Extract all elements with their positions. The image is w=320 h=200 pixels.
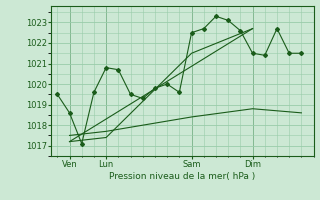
- X-axis label: Pression niveau de la mer( hPa ): Pression niveau de la mer( hPa ): [109, 172, 256, 181]
